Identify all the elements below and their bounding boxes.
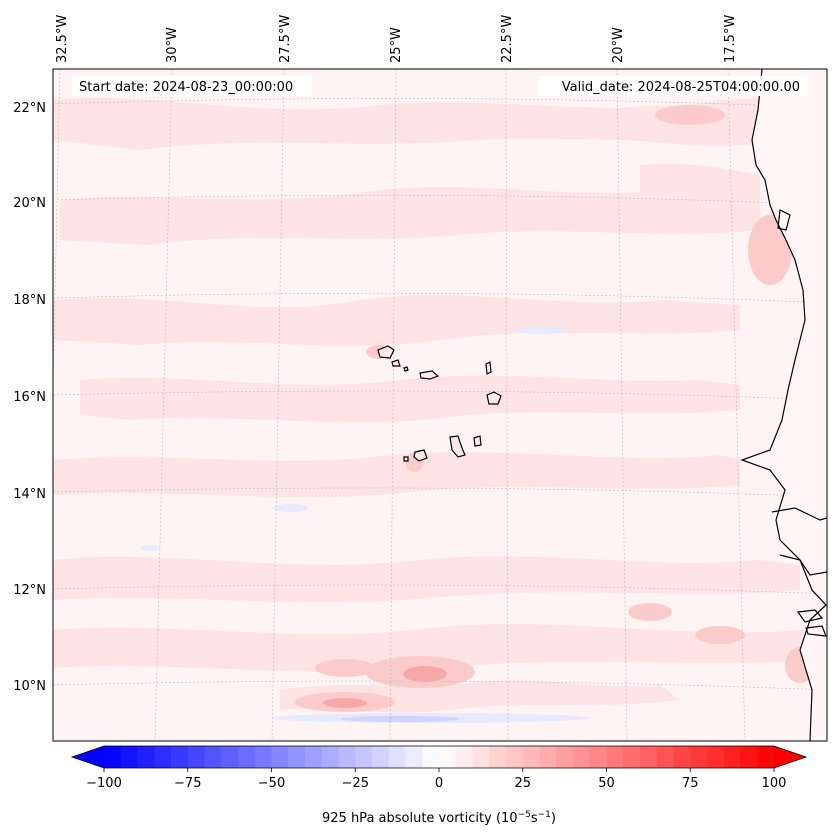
lat-label: 18°N: [13, 293, 46, 308]
colorbar-segment: [355, 746, 373, 768]
colorbar-segment: [472, 746, 490, 768]
colorbar-segment: [589, 746, 608, 768]
colorbar-ticks: −100 −75 −50 −25 0 25 50 75 100: [86, 768, 786, 791]
valid-date-box: [538, 76, 808, 96]
island-brava: [403, 456, 409, 462]
island-maio: [473, 435, 482, 447]
colorbar-segment: [104, 746, 122, 768]
negative-vorticity-core: [340, 716, 460, 722]
colorbar-segment: [338, 746, 356, 768]
map-frame: [52, 68, 828, 742]
colorbar-segment: [288, 746, 306, 768]
start-date-text: Start date: 2024-08-23_00:00:00: [79, 80, 293, 95]
longitude-labels: 32.5°W 30°W 27.5°W 25°W 22.5°W 20°W 17.5…: [55, 15, 738, 63]
lat-label: 22°N: [13, 101, 46, 116]
colorbar-segment: [154, 746, 172, 768]
lat-label: 12°N: [13, 583, 46, 598]
colorbar-segment: [305, 746, 323, 768]
start-date-box: [72, 76, 312, 96]
colorbar-segment: [522, 746, 541, 768]
island-santiago: [449, 435, 466, 458]
colorbar-segment: [171, 746, 189, 768]
latitude-labels: 22°N 20°N 18°N 16°N 14°N 12°N 10°N: [13, 101, 46, 694]
island-fogo: [413, 449, 428, 462]
colorbar-segment: [556, 746, 574, 768]
colorbar-segment: [321, 746, 340, 768]
colorbar-segment: [673, 746, 691, 768]
valid-date-text: Valid_date: 2024-08-25T04:00:00.00: [562, 80, 800, 95]
colorbar-segment: [187, 746, 206, 768]
colorbar-segment: [254, 746, 273, 768]
colorbar-segments: [104, 746, 775, 768]
colorbar-segment: [221, 746, 239, 768]
weak-positive-vorticity-bands: [53, 95, 827, 713]
lon-label: 22.5°W: [500, 15, 515, 63]
colorbar-tick-label: 50: [598, 776, 615, 791]
colorbar-segment: [271, 746, 289, 768]
colorbar-min-extension: [72, 746, 104, 768]
colorbar-segment: [723, 746, 742, 768]
colorbar-segment: [573, 746, 591, 768]
colorbar-segment: [606, 746, 624, 768]
lon-label: 32.5°W: [55, 15, 70, 63]
colorbar-tick-label: 75: [682, 776, 699, 791]
lon-label: 27.5°W: [278, 15, 293, 63]
island-boa-vista: [486, 391, 502, 405]
colorbar-segment: [740, 746, 758, 768]
colorbar-segment: [690, 746, 708, 768]
lon-label: 25°W: [389, 27, 404, 63]
colorbar-segment: [623, 746, 641, 768]
colorbar-label: 925 hPa absolute vorticity (10−5s−1): [322, 810, 556, 826]
african-coastline: [740, 69, 827, 741]
island-santo-antao: [377, 345, 395, 359]
colorbar-segment: [656, 746, 675, 768]
colorbar-max-extension: [774, 746, 806, 768]
colorbar-segment: [238, 746, 256, 768]
colorbar-tick-label: −25: [342, 776, 369, 791]
colorbar-segment: [640, 746, 658, 768]
colorbar: −100 −75 −50 −25 0 25 50 75 100 925 hPa absolute…: [70, 745, 808, 826]
colorbar-segment: [439, 746, 457, 768]
lat-label: 14°N: [13, 487, 46, 502]
island-sao-vicente: [391, 359, 401, 367]
island-santa-luzia: [403, 366, 409, 372]
colorbar-tick-label: −75: [174, 776, 201, 791]
colorbar-segment: [539, 746, 557, 768]
graticule: [53, 69, 827, 741]
colorbar-segment: [422, 746, 440, 768]
lat-label: 16°N: [13, 390, 46, 405]
colorbar-tick-label: 25: [514, 776, 531, 791]
colorbar-segment: [455, 746, 474, 768]
colorbar-segment: [388, 746, 407, 768]
colorbar-segment: [137, 746, 155, 768]
map-header: Start date: 2024-08-23_00:00:00 Valid_da…: [72, 76, 808, 96]
colorbar-segment: [405, 746, 423, 768]
island-sal: [485, 361, 492, 375]
colorbar-tick-label: 100: [762, 776, 787, 791]
colorbar-segment: [707, 746, 725, 768]
cape-verde-islands: [377, 345, 502, 462]
lat-label: 10°N: [13, 679, 46, 694]
colorbar-tick-label: −50: [258, 776, 285, 791]
map-area: [53, 69, 827, 741]
lon-label: 17.5°W: [723, 15, 738, 63]
island-sao-nicolau: [419, 370, 440, 380]
lon-label: 30°W: [165, 27, 180, 63]
lon-label: 20°W: [611, 27, 626, 63]
colorbar-segment: [757, 746, 775, 768]
colorbar-segment: [506, 746, 524, 768]
colorbar-tick-label: −100: [86, 776, 122, 791]
colorbar-tick-label: 0: [435, 776, 443, 791]
colorbar-segment: [204, 746, 222, 768]
colorbar-segment: [489, 746, 507, 768]
lat-label: 20°N: [13, 196, 46, 211]
colorbar-segment: [120, 746, 139, 768]
colorbar-segment: [372, 746, 390, 768]
